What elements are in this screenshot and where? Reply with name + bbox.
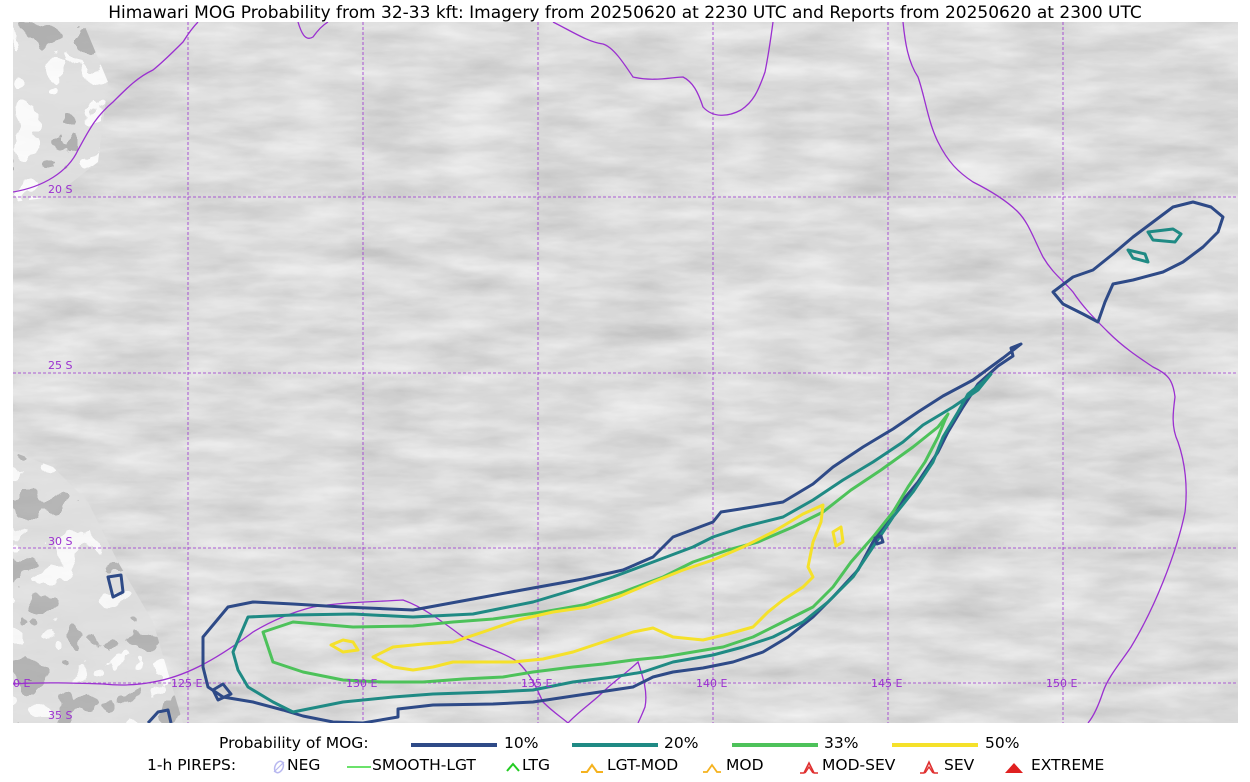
contour-50-east: [831, 525, 845, 548]
lon-label-130e: 130 E: [346, 677, 377, 690]
legend-line-50: [892, 743, 978, 747]
coastline: [13, 22, 1187, 723]
contour-50-main: [371, 503, 825, 672]
pirep-legend: 1-h PIREPS: NEG SMOOTH-LGT LTG LGT-MOD M…: [0, 756, 1250, 778]
lon-label-120e: 120 E: [13, 677, 30, 690]
lat-label-20s: 20 S: [48, 183, 72, 196]
pirep-label-lgt-mod: LGT-MOD: [607, 756, 679, 774]
coastline-east: [902, 22, 1187, 723]
legend-line-33: [732, 743, 818, 747]
lat-label-35s: 35 S: [48, 709, 72, 722]
ltg-icon: [506, 762, 520, 772]
smooth-lgt-icon: [347, 766, 371, 768]
contour-20-northeast-small: [1126, 248, 1150, 264]
sev-icon: [920, 760, 938, 774]
pirep-label-mod-sev: MOD-SEV: [822, 756, 896, 774]
legend-label-33: 33%: [824, 734, 859, 752]
lat-label-30s: 30 S: [48, 535, 72, 548]
lon-label-140e: 140 E: [696, 677, 727, 690]
mod-sev-icon: [800, 761, 818, 774]
legend-label-10: 10%: [504, 734, 539, 752]
neg-icon: [273, 760, 285, 774]
lon-label-145e: 145 E: [871, 677, 902, 690]
contour-10-south-edge: [146, 708, 173, 723]
contour-20-east-box: [873, 534, 885, 546]
contour-33-main: [261, 412, 950, 684]
grid-labels: 20 S 25 S 30 S 35 S 120 E 125 E 130 E 13…: [13, 183, 1077, 722]
coastline-gulf: [552, 22, 774, 116]
pirep-legend-title: 1-h PIREPS:: [147, 756, 237, 774]
lon-label-125e: 125 E: [171, 677, 202, 690]
lon-label-135e: 135 E: [521, 677, 552, 690]
contour-10-northeast: [1051, 200, 1225, 324]
legend-line-20: [572, 743, 658, 747]
contour-20-main: [231, 372, 993, 714]
satellite-texture: [13, 22, 1238, 723]
contour-20-northeast: [1146, 227, 1183, 244]
legend-label-20: 20%: [664, 734, 699, 752]
probability-legend-title: Probability of MOG:: [219, 734, 369, 752]
coastline-south: [152, 599, 569, 723]
probability-legend: Probability of MOG: 10% 20% 33% 50%: [0, 734, 1250, 756]
pirep-label-ltg: LTG: [522, 756, 550, 774]
lon-label-150e: 150 E: [1046, 677, 1077, 690]
mog-contours: [106, 200, 1225, 723]
satellite-map[interactable]: 20 S 25 S 30 S 35 S 120 E 125 E 130 E 13…: [13, 22, 1238, 723]
chart-title: Himawari MOG Probability from 32-33 kft:…: [108, 3, 1142, 23]
coastline-gulf-west: [567, 660, 647, 723]
pirep-label-extreme: EXTREME: [1031, 756, 1105, 774]
lat-label-25s: 25 S: [48, 359, 72, 372]
contour-10-southwest-small: [211, 682, 233, 702]
pirep-label-smooth-lgt: SMOOTH-LGT: [372, 756, 476, 774]
contour-50-small: [329, 638, 360, 654]
mod-icon: [703, 763, 721, 773]
coastline-northwest: [13, 22, 199, 193]
pirep-label-neg: NEG: [287, 756, 321, 774]
lat-lon-grid: [13, 22, 1238, 723]
coastline-northern-tip: [297, 22, 329, 39]
extreme-icon: [1005, 763, 1023, 773]
legend-label-50: 50%: [985, 734, 1020, 752]
lgt-mod-icon: [581, 763, 603, 773]
pirep-label-sev: SEV: [944, 756, 975, 774]
pirep-label-mod: MOD: [726, 756, 764, 774]
contour-10-west-small: [106, 573, 125, 599]
legend-line-10: [411, 743, 497, 747]
coastline-southwest: [13, 681, 154, 686]
contour-10-main: [201, 342, 1023, 723]
